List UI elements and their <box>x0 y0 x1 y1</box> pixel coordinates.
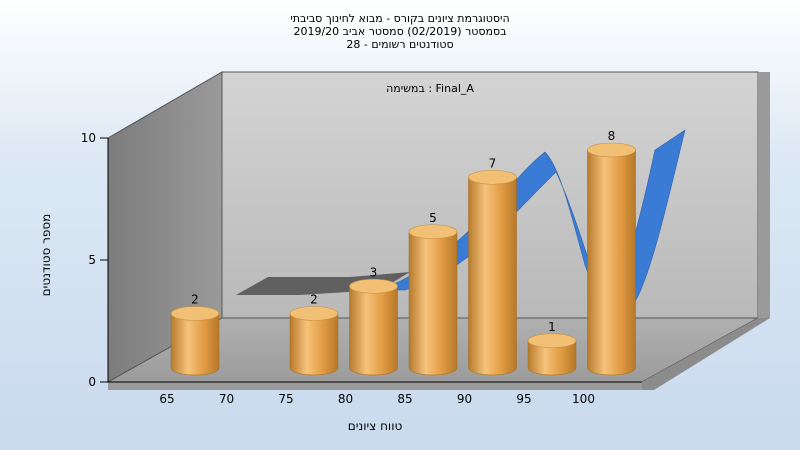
bar-85: 5 <box>408 211 458 376</box>
bar-value-label: 8 <box>608 129 616 143</box>
y-axis-ticks: 0 5 10 <box>81 131 108 389</box>
title-line-3: סטודנטים רשומים - 28 <box>346 38 454 51</box>
annotation-label: במשימה : Final_A <box>386 82 474 95</box>
right-frame <box>758 72 770 318</box>
bar-top <box>170 306 220 321</box>
bar-75: 2 <box>289 293 339 376</box>
bar-80: 3 <box>349 265 398 376</box>
bar-body <box>349 286 398 376</box>
x-tick-label: 90 <box>457 392 472 406</box>
bars-group: 2 2 3 5 7 1 8 <box>170 129 636 376</box>
bar-value-label: 2 <box>310 293 318 307</box>
curve-ribbon <box>379 129 686 315</box>
y-axis-title: מספר סטודנטים <box>39 214 53 297</box>
x-tick-label: 70 <box>219 392 234 406</box>
bar-65: 2 <box>170 293 220 376</box>
floor-front-frame <box>108 382 642 390</box>
x-tick-label: 100 <box>572 392 595 406</box>
bar-body <box>289 313 339 376</box>
x-tick-label: 75 <box>278 392 293 406</box>
bar-value-label: 5 <box>429 211 437 225</box>
x-tick-label: 85 <box>397 392 412 406</box>
title-line-1: היסטוגרמת ציונים בקורס - מבוא לחינוך סבי… <box>290 12 510 25</box>
x-tick-label: 80 <box>338 392 353 406</box>
y-tick-label: 10 <box>81 131 96 145</box>
bar-95: 1 <box>527 320 577 376</box>
chart-title: היסטוגרמת ציונים בקורס - מבוא לחינוך סבי… <box>0 12 800 51</box>
floor-right-frame <box>642 318 770 390</box>
bar-value-label: 2 <box>191 293 199 307</box>
bar-value-label: 7 <box>489 156 497 170</box>
bar-body <box>468 177 517 376</box>
bar-body <box>170 313 220 376</box>
bar-top <box>349 278 398 294</box>
bar-100: 8 <box>587 129 636 376</box>
bar-top <box>587 142 636 158</box>
x-axis-title: טווח ציונים <box>348 419 403 433</box>
x-tick-label: 95 <box>516 392 531 406</box>
bar-top <box>408 224 458 240</box>
bar-body <box>408 231 458 376</box>
bar-value-label: 1 <box>548 320 556 334</box>
x-axis-ticks: 65 70 75 80 85 90 95 100 <box>159 392 595 406</box>
bar-top <box>289 306 339 321</box>
bar-top <box>527 333 577 349</box>
bar-value-label: 3 <box>370 265 378 279</box>
title-line-2: בסמסטר (02/2019) סמסטר אביב 2019/20 <box>293 25 507 38</box>
bar-90: 7 <box>468 156 517 376</box>
y-tick-label: 5 <box>88 253 96 267</box>
bar-body <box>527 340 577 376</box>
y-tick-label: 0 <box>88 375 96 389</box>
bar-top <box>468 169 517 185</box>
bar-body <box>587 149 636 376</box>
x-tick-label: 65 <box>159 392 174 406</box>
